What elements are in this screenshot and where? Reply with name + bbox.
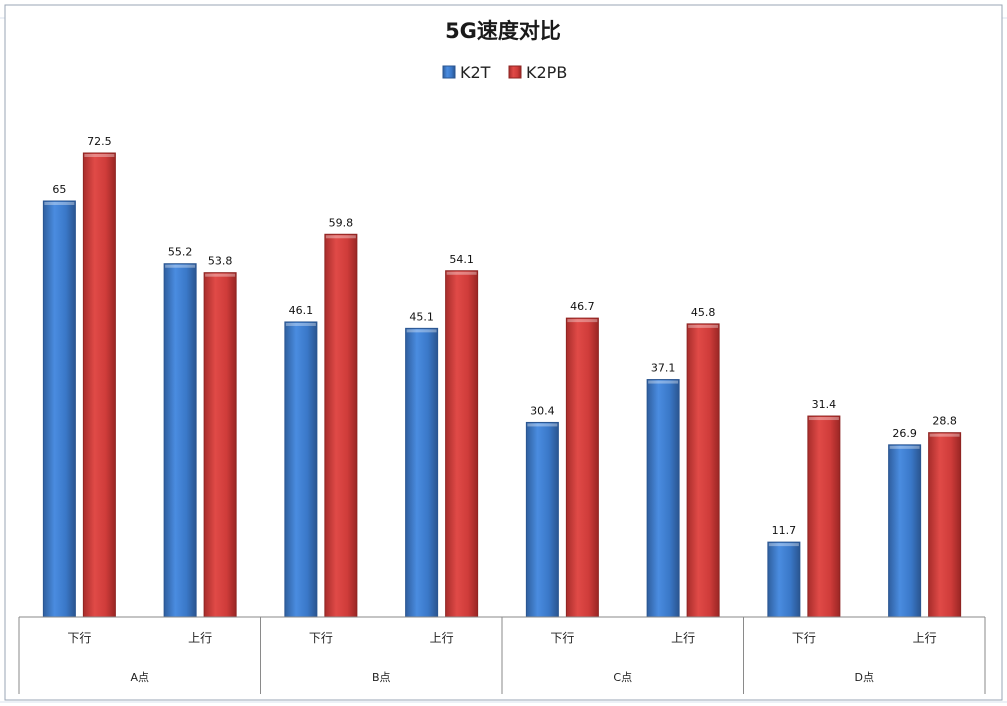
data-label: 72.5 (87, 135, 112, 148)
data-label: 54.1 (449, 253, 474, 266)
category-label: 下行 (309, 631, 333, 645)
bar-highlight (688, 324, 719, 328)
bar-k2pb-5 (686, 323, 720, 618)
category-label: 上行 (430, 631, 454, 645)
bar-highlight (84, 154, 115, 157)
bar-k2t-7 (888, 444, 922, 618)
bar-highlight (406, 329, 437, 333)
bar-highlight (44, 202, 75, 205)
data-label: 55.2 (168, 246, 193, 259)
category-label: 上行 (188, 631, 212, 645)
bar-highlight (325, 235, 356, 239)
data-label: 53.8 (208, 255, 233, 268)
bar-k2pb-4 (565, 317, 599, 618)
bars-layer: 65 72.5 55.2 53.8 46.1 59.8 45.1 54.1 30.4 46.7 37… (42, 135, 962, 618)
bar-k2t-2 (284, 321, 318, 618)
bar-highlight (648, 380, 679, 384)
data-label: 46.7 (570, 300, 595, 313)
bar-highlight (808, 417, 839, 421)
bar-k2pb-0 (82, 152, 116, 618)
group-label: D点 (855, 671, 874, 684)
legend: K2T K2PB (442, 63, 567, 82)
data-label: 45.8 (691, 306, 716, 319)
bar-highlight (768, 543, 799, 547)
bar-k2t-6 (767, 541, 801, 618)
category-label: 下行 (792, 631, 816, 645)
data-label: 45.1 (409, 310, 434, 323)
group-label: B点 (372, 671, 391, 684)
data-label: 11.7 (772, 524, 797, 537)
category-label: 上行 (671, 631, 695, 645)
bar-highlight (527, 423, 558, 427)
bar-k2pb-2 (324, 233, 358, 618)
data-label: 31.4 (812, 398, 837, 411)
legend-swatch-k2pb (508, 65, 522, 79)
legend-label-k2t: K2T (460, 63, 491, 82)
bar-k2t-3 (405, 327, 439, 618)
category-axis: 下行 上行 下行 上行 下行 上行 下行 上行 A点 B点 C点 D点 (18, 616, 986, 694)
group-label: C点 (613, 671, 632, 684)
legend-swatch-k2t (442, 65, 456, 79)
chart-area-border (4, 4, 1003, 701)
bar-highlight (567, 319, 598, 323)
bar-highlight (165, 264, 196, 268)
data-label: 26.9 (892, 427, 917, 440)
bar-highlight (205, 273, 236, 277)
bar-k2t-4 (525, 421, 559, 618)
data-label: 59.8 (329, 216, 354, 229)
bar-k2t-5 (646, 379, 680, 618)
group-label: A点 (130, 671, 149, 684)
bar-k2pb-3 (445, 270, 479, 618)
category-label: 上行 (913, 631, 937, 645)
bar-k2pb-1 (203, 272, 237, 618)
data-label: 37.1 (651, 362, 676, 375)
data-label: 28.8 (932, 415, 957, 428)
bar-highlight (446, 271, 477, 275)
chart-title: 5G速度对比 (445, 19, 561, 43)
data-label: 65 (52, 183, 66, 196)
bar-highlight (929, 433, 960, 437)
bar-k2pb-6 (807, 415, 841, 618)
bar-k2t-0 (42, 200, 76, 618)
category-label: 下行 (550, 631, 574, 645)
category-label: 下行 (67, 631, 91, 645)
data-label: 30.4 (530, 404, 555, 417)
legend-label-k2pb: K2PB (526, 63, 567, 82)
data-label: 46.1 (289, 304, 314, 317)
bar-k2t-1 (163, 263, 197, 618)
bar-highlight (285, 322, 316, 326)
bar-k2pb-7 (928, 432, 962, 618)
bar-highlight (889, 445, 920, 449)
